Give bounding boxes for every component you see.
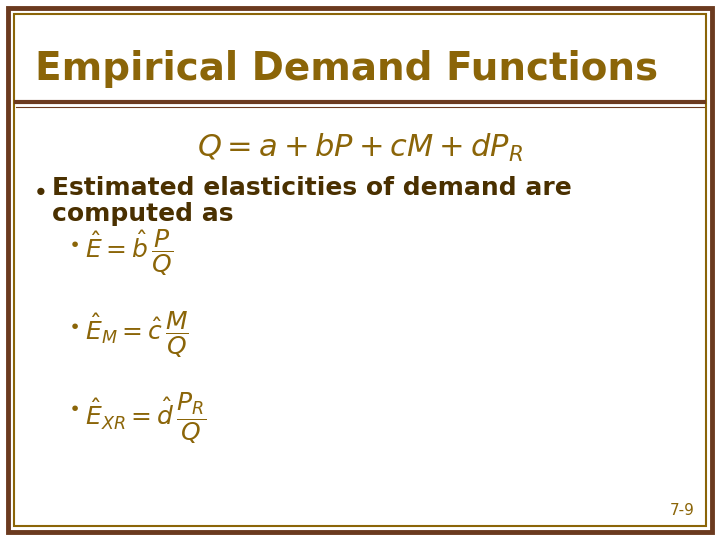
Text: $\bullet$: $\bullet$ xyxy=(68,315,79,334)
Text: computed as: computed as xyxy=(52,202,233,226)
Text: $\hat{E}_{XR} = \hat{d}\,\dfrac{P_R}{Q}$: $\hat{E}_{XR} = \hat{d}\,\dfrac{P_R}{Q}$ xyxy=(85,391,207,446)
Text: $\hat{E}_M = \hat{c}\,\dfrac{M}{Q}$: $\hat{E}_M = \hat{c}\,\dfrac{M}{Q}$ xyxy=(85,309,189,360)
Text: $\bullet$: $\bullet$ xyxy=(68,233,79,252)
Text: $\bullet$: $\bullet$ xyxy=(68,397,79,416)
Text: $\bullet$: $\bullet$ xyxy=(32,178,45,202)
Text: Estimated elasticities of demand are: Estimated elasticities of demand are xyxy=(52,176,572,200)
Text: $Q = a + bP + cM + dP_R$: $Q = a + bP + cM + dP_R$ xyxy=(197,132,523,164)
Text: 7-9: 7-9 xyxy=(670,503,695,518)
Text: $\hat{E} = \hat{b}\,\dfrac{P}{Q}$: $\hat{E} = \hat{b}\,\dfrac{P}{Q}$ xyxy=(85,227,173,278)
Text: Empirical Demand Functions: Empirical Demand Functions xyxy=(35,50,658,88)
